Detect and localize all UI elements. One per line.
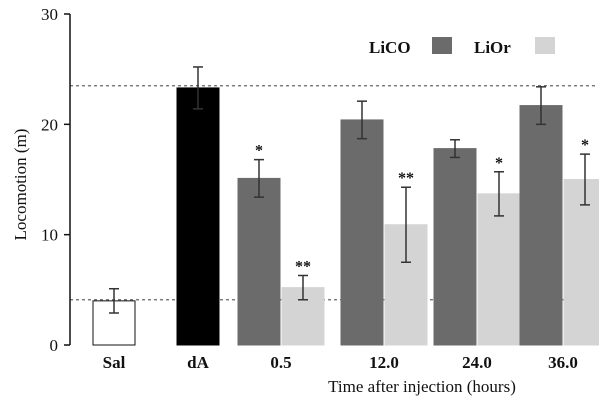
bars: *******: [92, 66, 599, 346]
bar-lico-0.5: [237, 177, 281, 346]
x-axis-title: Time after injection (hours): [328, 377, 516, 396]
bar-lico-12.0: [340, 119, 384, 346]
bar-lico-24.0: [433, 148, 477, 346]
x-category-label: dA: [187, 353, 209, 372]
significance-marker: **: [295, 258, 311, 275]
significance-marker: *: [255, 143, 263, 160]
x-category-label: 0.5: [270, 353, 291, 372]
significance-marker: *: [581, 137, 589, 154]
legend-label-lior: LiOr: [474, 38, 511, 57]
bar-da: [176, 87, 220, 346]
y-tick-label: 0: [50, 336, 59, 355]
y-tick-label: 20: [41, 115, 58, 134]
bar-lior-36.0: [563, 179, 599, 346]
bar-lico-36.0: [519, 105, 563, 346]
x-category-labels: Sal dA 0.5 12.0 24.0 36.0: [103, 353, 578, 372]
x-category-label: 12.0: [369, 353, 399, 372]
y-tick-label: 10: [41, 226, 58, 245]
bar-lior-24.0: [477, 193, 521, 346]
x-category-label: 36.0: [548, 353, 578, 372]
y-axis-title: Locomotion (m): [11, 129, 30, 241]
significance-marker: **: [398, 170, 414, 187]
legend-swatch-lico: [432, 37, 452, 54]
x-category-label: Sal: [103, 353, 126, 372]
y-tick-label: 30: [41, 5, 58, 24]
significance-marker: *: [495, 155, 503, 172]
legend-label-lico: LiCO: [369, 38, 411, 57]
x-category-label: 24.0: [462, 353, 492, 372]
legend: LiCO LiOr: [369, 37, 555, 57]
y-ticks: 0 10 20 30: [41, 5, 70, 355]
legend-swatch-lior: [535, 37, 555, 54]
